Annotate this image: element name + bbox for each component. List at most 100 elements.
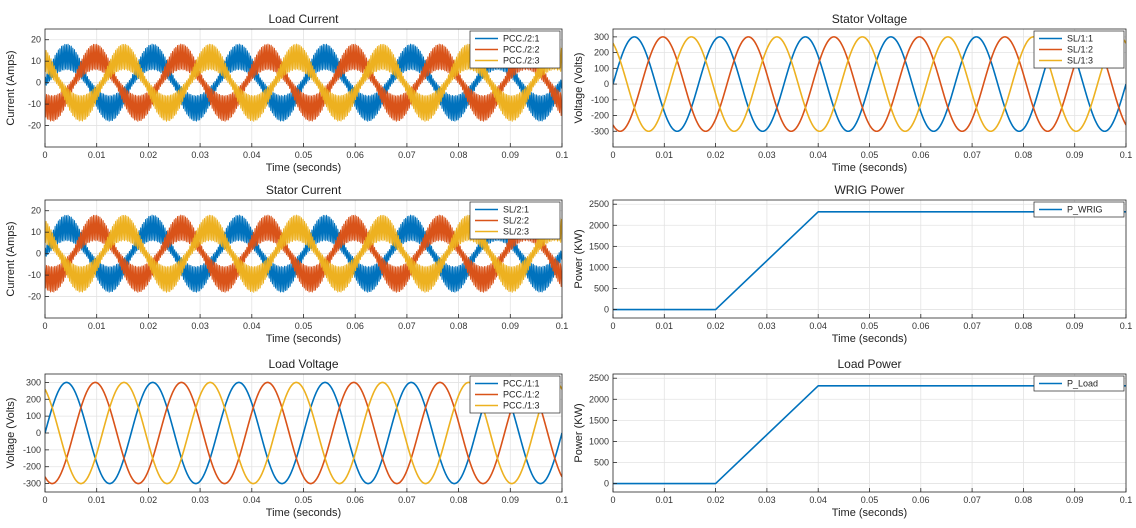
load-power-xtick-label-6: 0.06 (912, 495, 930, 505)
load-power-xtick-label-5: 0.05 (861, 495, 879, 505)
load-power-legend-label-p-load: P_Load (1067, 379, 1098, 389)
stator-voltage-legend: SL/1:1SL/1:2SL/1:3 (1033, 30, 1125, 69)
load-current-xtick-label-0: 0 (42, 150, 47, 160)
stator-voltage-legend-label-sl-1-1: SL/1:1 (1067, 34, 1093, 44)
stator-current-legend-label-sl-2-1: SL/2:1 (503, 205, 529, 215)
load-current-xtick-label-9: 0.09 (502, 150, 520, 160)
load-power-xtick-label-2: 0.02 (707, 495, 725, 505)
load-voltage-legend-label-pcc-1-3: PCC./1:3 (503, 401, 540, 411)
load-voltage-xtick-label-5: 0.05 (295, 495, 313, 505)
stator-voltage-ylabel: Voltage (Volts) (573, 53, 585, 124)
stator-current-ytick-label-3: 10 (31, 227, 41, 237)
load-current-ytick-label-4: 20 (31, 35, 41, 45)
stator-current-ylabel: Current (Amps) (5, 221, 17, 296)
load-current-title: Load Current (268, 12, 339, 26)
wrig-power-series-group (613, 211, 1126, 311)
stator-voltage-xtick-label-9: 0.09 (1066, 150, 1084, 160)
stator-current-xtick-label-3: 0.03 (191, 321, 209, 331)
wrig-power-title: WRIG Power (834, 183, 904, 197)
load-current-xlabel: Time (seconds) (266, 162, 341, 174)
load-voltage-xtick-label-7: 0.07 (398, 495, 416, 505)
wrig-power-ytick-label-3: 1500 (589, 241, 609, 251)
load-current-xtick-label-3: 0.03 (191, 150, 209, 160)
stator-voltage-ytick-label-4: 100 (594, 63, 609, 73)
stator-voltage-chart: 0 0.01 0.02 0.03 0.04 0.05 0.06 0.07 0.08 0.09 0.1… (573, 12, 1132, 174)
stator-current-title: Stator Current (266, 183, 342, 197)
load-power-ytick-label-0: 0 (604, 479, 609, 489)
load-current-legend-label-pcc-2-2: PCC./2:2 (503, 45, 540, 55)
stator-current-chart: 0 0.01 0.02 0.03 0.04 0.05 0.06 0.07 0.08 0.09 0.1… (5, 183, 568, 345)
stator-voltage-xtick-label-4: 0.04 (809, 150, 827, 160)
load-power-legend: P_Load (1033, 375, 1125, 392)
load-voltage-ytick-label-5: 200 (26, 394, 41, 404)
load-voltage-ytick-label-0: -300 (23, 479, 41, 489)
load-voltage-xtick-label-1: 0.01 (88, 495, 106, 505)
load-voltage-title: Load Voltage (268, 357, 338, 371)
stator-current-xtick-label-8: 0.08 (450, 321, 468, 331)
stator-voltage-xtick-label-2: 0.02 (707, 150, 725, 160)
stator-current-ytick-label-2: 0 (36, 249, 41, 259)
stator-current-xtick-label-0: 0 (42, 321, 47, 331)
stator-current-ytick-label-1: -10 (28, 270, 41, 280)
stator-current-xtick-label-10: 0.1 (556, 321, 569, 331)
wrig-power-legend: P_WRIG (1033, 201, 1125, 218)
load-power-xtick-label-3: 0.03 (758, 495, 776, 505)
stator-current-xtick-label-1: 0.01 (88, 321, 106, 331)
load-voltage-ylabel: Voltage (Volts) (5, 398, 17, 469)
wrig-power-xtick-label-10: 0.1 (1120, 321, 1133, 331)
stator-voltage-legend-label-sl-1-2: SL/1:2 (1067, 45, 1093, 55)
load-voltage-legend-label-pcc-1-2: PCC./1:2 (503, 390, 540, 400)
stator-current-xtick-label-6: 0.06 (346, 321, 364, 331)
load-power-ytick-label-4: 2000 (589, 394, 609, 404)
load-voltage-xtick-label-3: 0.03 (191, 495, 209, 505)
stator-current-ytick-label-0: -20 (28, 292, 41, 302)
stator-current-legend: SL/2:1SL/2:2SL/2:3 (469, 201, 561, 240)
load-voltage-ytick-label-3: 0 (36, 428, 41, 438)
load-voltage-ytick-label-4: 100 (26, 411, 41, 421)
load-power-ylabel: Power (KW) (573, 403, 585, 462)
wrig-power-chart: 0 0.01 0.02 0.03 0.04 0.05 0.06 0.07 0.08 0.09 0.1… (573, 183, 1132, 345)
stator-voltage-series-sl-1-2 (613, 36, 1126, 133)
load-voltage-xtick-label-4: 0.04 (243, 495, 261, 505)
load-voltage-xtick-label-2: 0.02 (140, 495, 158, 505)
load-power-ytick-label-3: 1500 (589, 415, 609, 425)
load-power-series-group (613, 385, 1126, 485)
load-voltage-xtick-label-10: 0.1 (556, 495, 569, 505)
stator-voltage-series-sl-1-1 (613, 36, 1126, 133)
load-current-ytick-label-0: -20 (28, 121, 41, 131)
stator-current-legend-label-sl-2-3: SL/2:3 (503, 227, 529, 237)
load-current-series-pcc-2-1 (45, 43, 562, 122)
load-voltage-xtick-label-8: 0.08 (450, 495, 468, 505)
load-voltage-xlabel: Time (seconds) (266, 507, 341, 519)
load-power-title: Load Power (837, 357, 901, 371)
stator-voltage-ytick-label-1: -200 (591, 111, 609, 121)
load-voltage-series-pcc-1-2 (45, 381, 562, 485)
wrig-power-ytick-label-5: 2500 (589, 199, 609, 209)
wrig-power-xtick-label-0: 0 (610, 321, 615, 331)
load-power-xtick-label-8: 0.08 (1015, 495, 1033, 505)
stator-current-xtick-label-4: 0.04 (243, 321, 261, 331)
wrig-power-xtick-label-3: 0.03 (758, 321, 776, 331)
load-current-xtick-label-6: 0.06 (346, 150, 364, 160)
wrig-power-xtick-label-8: 0.08 (1015, 321, 1033, 331)
load-current-series-pcc-2-2 (45, 43, 562, 122)
stator-current-xtick-label-7: 0.07 (398, 321, 416, 331)
load-current-xtick-label-5: 0.05 (295, 150, 313, 160)
load-current-legend-label-pcc-2-1: PCC./2:1 (503, 34, 540, 44)
wrig-power-xtick-label-5: 0.05 (861, 321, 879, 331)
wrig-power-xtick-label-2: 0.02 (707, 321, 725, 331)
wrig-power-ylabel: Power (KW) (573, 229, 585, 288)
load-power-xtick-label-1: 0.01 (656, 495, 674, 505)
load-current-xtick-label-10: 0.1 (556, 150, 569, 160)
load-power-xtick-label-10: 0.1 (1120, 495, 1133, 505)
wrig-power-xtick-label-1: 0.01 (656, 321, 674, 331)
load-current-ytick-label-1: -10 (28, 99, 41, 109)
load-current-xtick-label-4: 0.04 (243, 150, 261, 160)
stator-current-xtick-label-2: 0.02 (140, 321, 158, 331)
load-current-legend-label-pcc-2-3: PCC./2:3 (503, 56, 540, 66)
load-voltage-xtick-label-9: 0.09 (502, 495, 520, 505)
load-current-ytick-label-3: 10 (31, 56, 41, 66)
load-power-series-p-load (613, 385, 1126, 485)
